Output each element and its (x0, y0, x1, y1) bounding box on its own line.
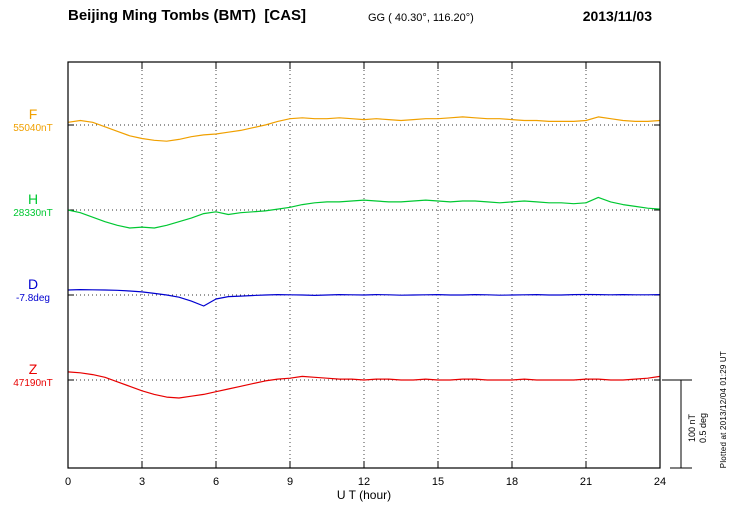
x-tick-label: 24 (654, 476, 666, 488)
channel-label-D: D -7.8deg (2, 277, 64, 304)
scale-label-nt: 100 nT (687, 413, 697, 442)
x-tick-label: 18 (506, 476, 518, 488)
plot-frame (67, 61, 661, 469)
channel-letter: H (27, 191, 39, 207)
channel-letter: F (28, 106, 38, 122)
x-tick-label: 15 (432, 476, 444, 488)
channel-baseline-value: 47190nT (13, 378, 53, 389)
channel-baseline-value: 28330nT (13, 208, 53, 219)
channel-baseline-value: 55040nT (13, 123, 53, 134)
channel-letter: D (27, 276, 39, 292)
channel-label-F: F 55040nT (2, 107, 64, 134)
plotted-at-note: Plotted at 2013/12/04 01:29 UT (719, 350, 728, 468)
scale-label-deg: 0.5 deg (698, 413, 708, 443)
x-tick-label: 0 (65, 476, 71, 488)
geo-coordinates: GG ( 40.30°, 116.20°) (368, 12, 474, 24)
channel-label-Z: Z 47190nT (2, 362, 64, 389)
channel-letter: Z (28, 361, 38, 377)
channel-baseline-value: -7.8deg (16, 293, 50, 304)
channel-label-H: H 28330nT (2, 192, 64, 219)
x-tick-label: 21 (580, 476, 592, 488)
x-tick-label: 9 (287, 476, 293, 488)
trace-Z (67, 371, 661, 399)
x-axis-label: U T (hour) (336, 488, 392, 502)
trace-D (67, 289, 661, 307)
x-tick-label: 3 (139, 476, 145, 488)
station-title: Beijing Ming Tombs (BMT) [CAS] (68, 7, 307, 24)
trace-H (67, 196, 661, 229)
trace-F (67, 116, 661, 142)
x-tick-label: 6 (213, 476, 219, 488)
x-tick-label: 12 (358, 476, 370, 488)
plot-date: 2013/11/03 (582, 8, 652, 24)
